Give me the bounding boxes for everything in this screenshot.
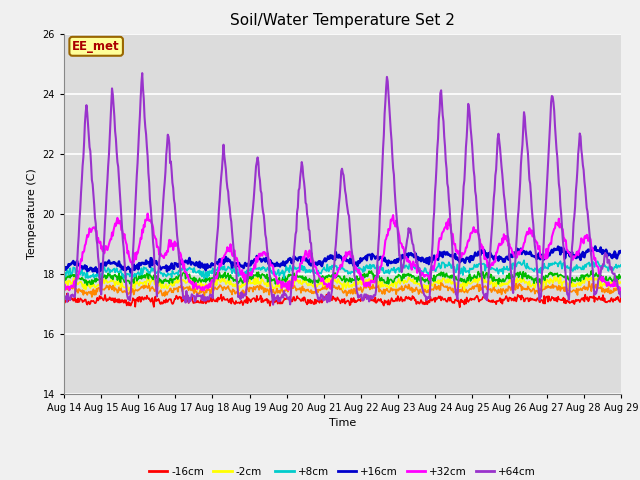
+8cm xyxy=(185,266,193,272)
X-axis label: Time: Time xyxy=(329,418,356,428)
+2cm xyxy=(214,276,222,282)
Line: +2cm: +2cm xyxy=(64,271,621,285)
+32cm xyxy=(127,259,135,264)
+64cm xyxy=(214,223,222,229)
Text: EE_met: EE_met xyxy=(72,40,120,53)
Title: Soil/Water Temperature Set 2: Soil/Water Temperature Set 2 xyxy=(230,13,455,28)
-2cm xyxy=(428,283,436,288)
-2cm xyxy=(128,284,136,289)
Line: +64cm: +64cm xyxy=(64,73,621,305)
+32cm xyxy=(617,288,625,293)
-2cm xyxy=(60,280,68,286)
Line: +32cm: +32cm xyxy=(64,214,621,290)
Line: +16cm: +16cm xyxy=(64,246,621,273)
+2cm xyxy=(617,274,625,280)
+8cm xyxy=(128,275,136,281)
-2cm xyxy=(412,281,419,287)
-2cm xyxy=(254,273,262,279)
+32cm xyxy=(428,265,435,271)
-8cm xyxy=(128,288,136,293)
-16cm xyxy=(185,300,193,306)
+2cm xyxy=(588,268,595,274)
-2cm xyxy=(70,275,78,281)
+16cm xyxy=(128,267,136,273)
-2cm xyxy=(125,288,133,293)
+16cm xyxy=(411,254,419,260)
+32cm xyxy=(144,211,152,216)
-16cm xyxy=(71,295,79,300)
+64cm xyxy=(70,294,78,300)
+16cm xyxy=(591,243,599,249)
Y-axis label: Temperature (C): Temperature (C) xyxy=(27,168,37,259)
-2cm xyxy=(185,277,193,283)
-2cm xyxy=(214,276,222,282)
-8cm xyxy=(617,287,625,293)
+64cm xyxy=(185,300,193,305)
+64cm xyxy=(412,254,419,260)
+64cm xyxy=(617,294,625,300)
+32cm xyxy=(411,263,419,269)
+2cm xyxy=(83,282,91,288)
Line: -8cm: -8cm xyxy=(64,281,621,297)
+2cm xyxy=(428,274,435,280)
-16cm xyxy=(214,295,222,300)
+32cm xyxy=(60,283,68,289)
+2cm xyxy=(185,274,193,279)
-8cm xyxy=(70,283,78,288)
Line: -16cm: -16cm xyxy=(64,294,621,307)
+16cm xyxy=(93,270,101,276)
+64cm xyxy=(138,70,146,76)
+32cm xyxy=(185,277,193,283)
-8cm xyxy=(185,288,193,293)
Line: -2cm: -2cm xyxy=(64,276,621,290)
-16cm xyxy=(60,295,68,301)
-8cm xyxy=(60,287,68,293)
-16cm xyxy=(617,293,625,299)
+2cm xyxy=(411,276,419,282)
+8cm xyxy=(411,265,419,271)
+32cm xyxy=(214,268,222,274)
-8cm xyxy=(88,294,96,300)
+64cm xyxy=(127,280,135,286)
+32cm xyxy=(70,278,78,284)
Legend: -16cm, -8cm, -2cm, +2cm, +8cm, +16cm, +32cm, +64cm: -16cm, -8cm, -2cm, +2cm, +8cm, +16cm, +3… xyxy=(145,463,540,480)
-16cm xyxy=(456,304,463,310)
+64cm xyxy=(428,252,436,258)
+16cm xyxy=(185,257,193,263)
+8cm xyxy=(60,270,68,276)
-16cm xyxy=(63,291,71,297)
+16cm xyxy=(60,266,68,272)
+8cm xyxy=(520,257,528,263)
-8cm xyxy=(585,278,593,284)
+8cm xyxy=(70,265,78,271)
-8cm xyxy=(214,285,222,290)
Line: +8cm: +8cm xyxy=(64,260,621,278)
+8cm xyxy=(214,264,222,270)
+8cm xyxy=(617,262,625,268)
+64cm xyxy=(60,295,68,300)
+2cm xyxy=(128,277,136,283)
+64cm xyxy=(269,302,277,308)
+8cm xyxy=(428,264,435,270)
+16cm xyxy=(70,261,78,266)
-16cm xyxy=(411,298,419,303)
+8cm xyxy=(120,276,127,281)
-16cm xyxy=(428,297,435,302)
-2cm xyxy=(617,279,625,285)
+16cm xyxy=(214,262,222,267)
-8cm xyxy=(411,288,419,294)
+16cm xyxy=(428,257,435,263)
+2cm xyxy=(70,274,78,279)
+16cm xyxy=(617,249,625,254)
-8cm xyxy=(428,287,435,292)
+2cm xyxy=(60,274,68,280)
-16cm xyxy=(128,300,136,305)
